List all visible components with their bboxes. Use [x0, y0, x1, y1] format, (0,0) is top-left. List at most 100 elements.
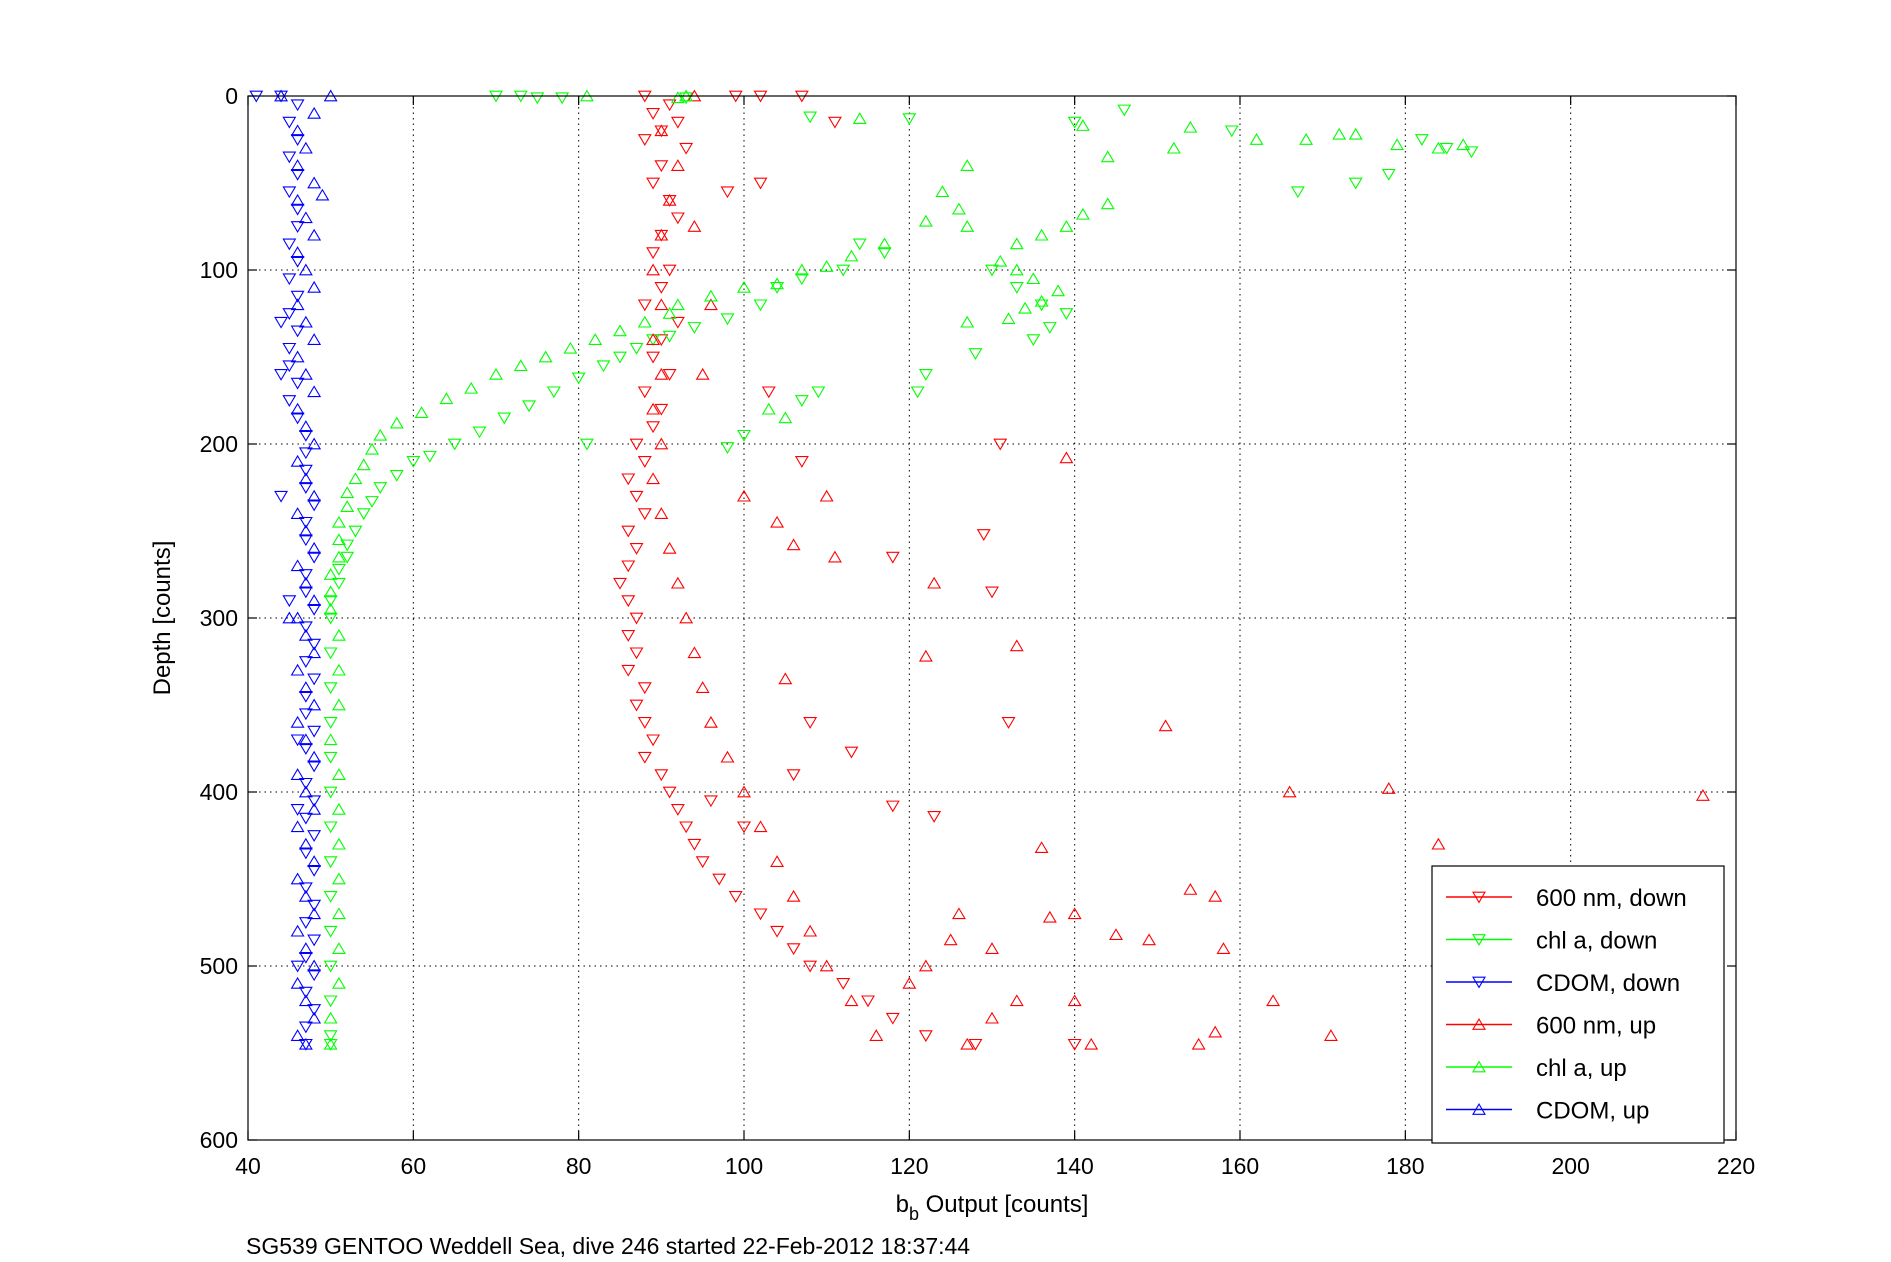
data-point	[877, 237, 892, 250]
data-point	[340, 486, 355, 499]
data-point	[1026, 334, 1041, 347]
data-point	[670, 159, 685, 171]
data-point	[1266, 994, 1281, 1007]
data-point	[307, 594, 322, 606]
data-point	[323, 602, 338, 615]
data-point	[960, 1037, 975, 1050]
data-point	[1191, 1037, 1206, 1050]
data-point	[1142, 933, 1157, 946]
data-point	[298, 656, 313, 668]
legend-marker	[1472, 1060, 1486, 1073]
data-point	[1075, 119, 1090, 131]
series-3	[646, 89, 1710, 1050]
data-point	[298, 942, 313, 954]
data-point	[1183, 120, 1198, 133]
legend-item: 600 nm, up	[1446, 1013, 1656, 1040]
data-point	[662, 786, 677, 799]
data-point	[307, 673, 322, 686]
data-point	[654, 769, 669, 782]
data-point	[1695, 788, 1710, 801]
data-point	[803, 924, 818, 937]
data-point	[1009, 237, 1024, 250]
y-tick-label: 400	[200, 779, 238, 805]
data-point	[1001, 717, 1016, 729]
data-point	[282, 238, 297, 251]
figure-caption: SG539 GENTOO Weddell Sea, dive 246 start…	[246, 1233, 970, 1259]
data-point	[943, 933, 958, 946]
data-point	[844, 994, 859, 1007]
data-point	[629, 543, 644, 555]
data-point	[290, 412, 305, 425]
data-point	[1282, 785, 1297, 798]
data-point	[951, 907, 966, 920]
legend-marker	[1472, 976, 1486, 989]
data-point	[695, 367, 710, 380]
data-point	[1034, 299, 1049, 312]
data-point	[282, 186, 297, 199]
data-point	[522, 400, 537, 413]
data-point	[687, 322, 702, 334]
data-point	[331, 872, 346, 885]
data-point	[1158, 719, 1173, 732]
data-point	[282, 360, 297, 373]
data-point	[323, 751, 338, 764]
legend-label: chl a, up	[1536, 1055, 1627, 1082]
data-point	[968, 348, 983, 361]
data-point	[629, 438, 644, 451]
data-point	[910, 386, 925, 399]
data-point	[1208, 1025, 1223, 1038]
data-point	[340, 551, 355, 564]
data-point	[298, 472, 313, 485]
data-point	[1249, 133, 1264, 145]
data-point	[885, 1012, 900, 1025]
data-point	[1009, 994, 1024, 1007]
data-point	[646, 333, 661, 345]
data-point	[794, 456, 809, 468]
data-point	[331, 907, 346, 920]
data-point	[852, 238, 867, 251]
data-point	[290, 1029, 305, 1041]
data-point	[819, 489, 834, 502]
data-point	[298, 889, 313, 902]
data-point	[786, 943, 801, 956]
data-point	[753, 820, 768, 833]
legend: 600 nm, down chl a, down CDOM, down 600 nm,…	[1431, 865, 1725, 1144]
data-point	[794, 273, 809, 286]
data-point	[323, 595, 338, 608]
series-2	[249, 90, 322, 1051]
x-tick-label: 60	[401, 1153, 427, 1179]
data-point	[290, 203, 305, 216]
data-point	[1439, 142, 1454, 155]
data-point	[927, 576, 942, 589]
data-point	[1059, 220, 1074, 232]
data-point	[844, 249, 859, 262]
data-point	[489, 367, 503, 380]
data-point	[323, 682, 338, 695]
legend-item: chl a, up	[1446, 1055, 1627, 1082]
data-point	[918, 1030, 933, 1043]
data-point	[422, 450, 437, 463]
data-point	[662, 330, 677, 343]
data-point	[340, 500, 355, 512]
data-point	[613, 577, 627, 590]
data-point	[290, 350, 305, 363]
data-point	[307, 760, 322, 773]
data-point	[588, 333, 603, 345]
data-point	[720, 750, 735, 763]
data-point	[918, 369, 933, 381]
data-point	[323, 585, 338, 598]
data-point	[836, 978, 851, 990]
data-point	[290, 960, 305, 973]
data-point	[290, 768, 305, 780]
data-point	[323, 1011, 338, 1024]
data-point	[646, 108, 661, 120]
y-tick-label: 100	[200, 257, 238, 283]
data-point	[298, 211, 313, 224]
legend-label: CDOM, up	[1536, 1098, 1649, 1125]
data-point	[298, 733, 313, 746]
data-point	[282, 116, 297, 129]
data-point	[290, 611, 305, 624]
data-point	[323, 925, 338, 938]
data-point	[654, 507, 669, 519]
data-point	[290, 99, 305, 112]
